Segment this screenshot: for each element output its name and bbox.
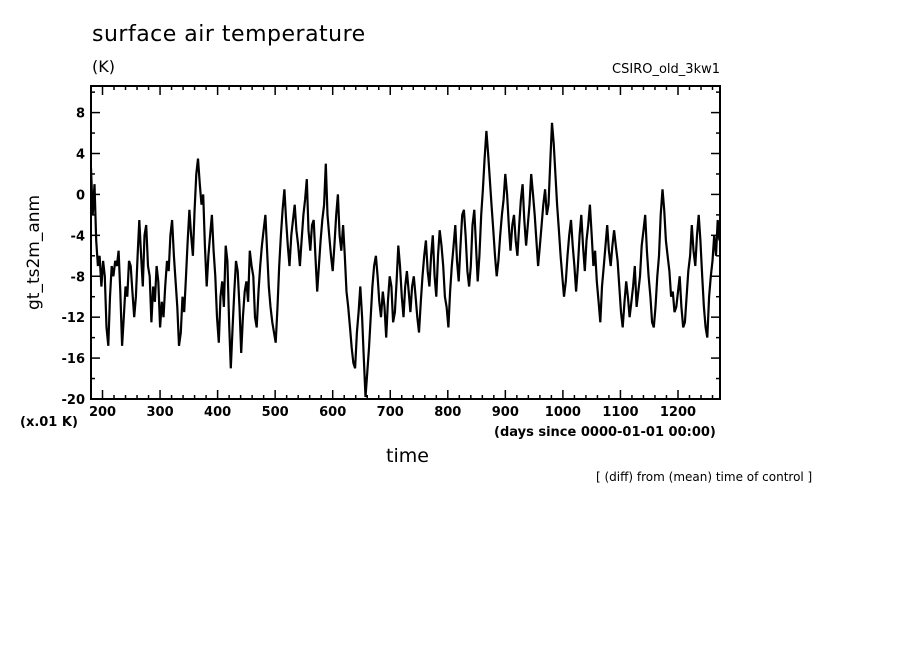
x-tick-label: 700: [377, 405, 404, 420]
tick-labels: 200 300 400 500 600 700 800 900 1000 1100 1200 -20 -…: [62, 107, 697, 420]
chart-title: surface air temperature: [92, 22, 366, 47]
y-tick-label: -8: [71, 270, 85, 285]
series-line-gt_ts2m_anm: [91, 122, 720, 398]
axis-ticks: [90, 86, 720, 400]
y-tick-label: -12: [62, 311, 86, 326]
y-tick-label: -20: [62, 393, 86, 408]
x-tick-label: 600: [319, 405, 346, 420]
y-tick-label: 4: [76, 148, 85, 163]
run-label: CSIRO_old_3kw1: [612, 62, 720, 77]
x-tick-label: 900: [492, 405, 519, 420]
axes-frame: [90, 85, 721, 400]
y-tick-label: -16: [62, 352, 86, 367]
series-layer: [91, 122, 720, 398]
x-tick-label: 800: [434, 405, 461, 420]
x-tick-label: 1200: [660, 405, 696, 420]
x-axis-label: time: [386, 445, 429, 467]
x-axis-units: (days since 0000-01-01 00:00): [494, 425, 716, 440]
x-tick-label: 1000: [545, 405, 581, 420]
y-tick-label: -4: [71, 229, 85, 244]
x-tick-label: 300: [146, 405, 173, 420]
chart-units: (K): [92, 57, 115, 76]
x-tick-label: 400: [204, 405, 231, 420]
y-scale-label: (x.01 K): [20, 415, 78, 430]
x-tick-label: 500: [262, 405, 289, 420]
x-tick-label: 200: [89, 405, 116, 420]
y-tick-label: 8: [76, 107, 85, 122]
x-tick-label: 1100: [602, 405, 638, 420]
y-tick-label: 0: [76, 188, 85, 203]
chart-note: [ (diff) from (mean) time of control ]: [596, 470, 813, 484]
